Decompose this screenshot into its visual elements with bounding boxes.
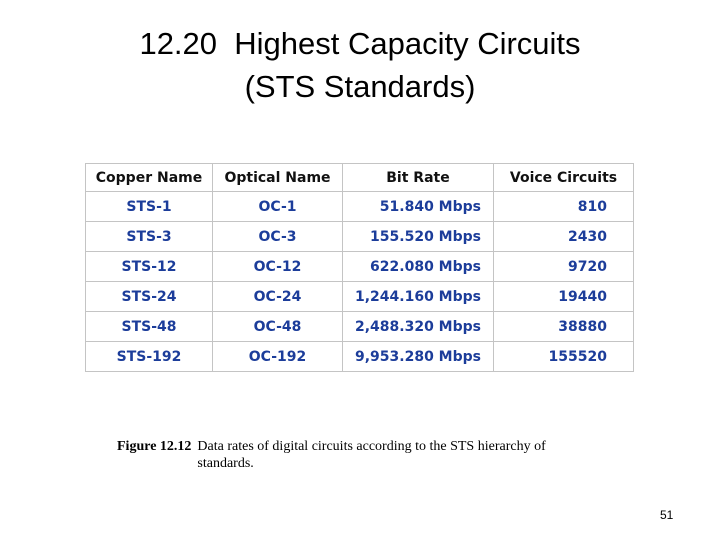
table-row: STS-1 OC-1 51.840 Mbps 810 — [85, 191, 634, 222]
table-cell: 19440 — [493, 281, 634, 312]
title-line: (STS Standards) — [244, 69, 476, 104]
table-cell: OC-3 — [212, 221, 343, 252]
table-row: STS-12 OC-12 622.080 Mbps 9720 — [85, 251, 634, 282]
title-line: 12.20 Highest Capacity Circuits — [139, 26, 581, 61]
header-cell: Bit Rate — [342, 163, 494, 192]
table-cell: 9720 — [493, 251, 634, 282]
table-row: STS-3 OC-3 155.520 Mbps 2430 — [85, 221, 634, 252]
table-row: STS-48 OC-48 2,488.320 Mbps 38880 — [85, 311, 634, 342]
table-cell: 1,244.160 Mbps — [342, 281, 494, 312]
table-cell: OC-1 — [212, 191, 343, 222]
sts-table: Copper Name Optical Name Bit Rate Voice Cir… — [85, 163, 634, 372]
table-cell: OC-12 — [212, 251, 343, 282]
table-cell: STS-48 — [85, 311, 213, 342]
header-row: Copper Name Optical Name Bit Rate Voice Cir… — [85, 163, 634, 192]
table-cell: STS-1 — [85, 191, 213, 222]
header-cell: Voice Circuits — [493, 163, 634, 192]
table-cell: 622.080 Mbps — [342, 251, 494, 282]
table-cell: STS-3 — [85, 221, 213, 252]
figure-caption: Figure 12.12 Data rates of digital circu… — [117, 438, 597, 472]
table-cell: 9,953.280 Mbps — [342, 341, 494, 372]
table-row: STS-192 OC-192 9,953.280 Mbps 155520 — [85, 341, 634, 372]
table-cell: OC-24 — [212, 281, 343, 312]
table-cell: STS-192 — [85, 341, 213, 372]
caption-label: Figure 12.12 — [117, 439, 192, 454]
table-cell: STS-24 — [85, 281, 213, 312]
table-cell: 2430 — [493, 221, 634, 252]
table-cell: OC-48 — [212, 311, 343, 342]
table-cell: 155.520 Mbps — [342, 221, 494, 252]
table-cell: 2,488.320 Mbps — [342, 311, 494, 342]
table-body: STS-1 OC-1 51.840 Mbps 810 STS-3 OC-3 155.520 … — [85, 191, 634, 372]
page-number: 51 — [660, 508, 674, 522]
table-cell: 38880 — [493, 311, 634, 342]
table-cell: OC-192 — [212, 341, 343, 372]
table-cell: STS-12 — [85, 251, 213, 282]
table-row: STS-24 OC-24 1,244.160 Mbps 19440 — [85, 281, 634, 312]
header-cell: Copper Name — [85, 163, 213, 192]
caption-text: Data rates of digital circuits according… — [197, 439, 546, 471]
header-cell: Optical Name — [212, 163, 343, 192]
table-cell: 155520 — [493, 341, 634, 372]
table-cell: 810 — [493, 191, 634, 222]
table-cell: 51.840 Mbps — [342, 191, 494, 222]
